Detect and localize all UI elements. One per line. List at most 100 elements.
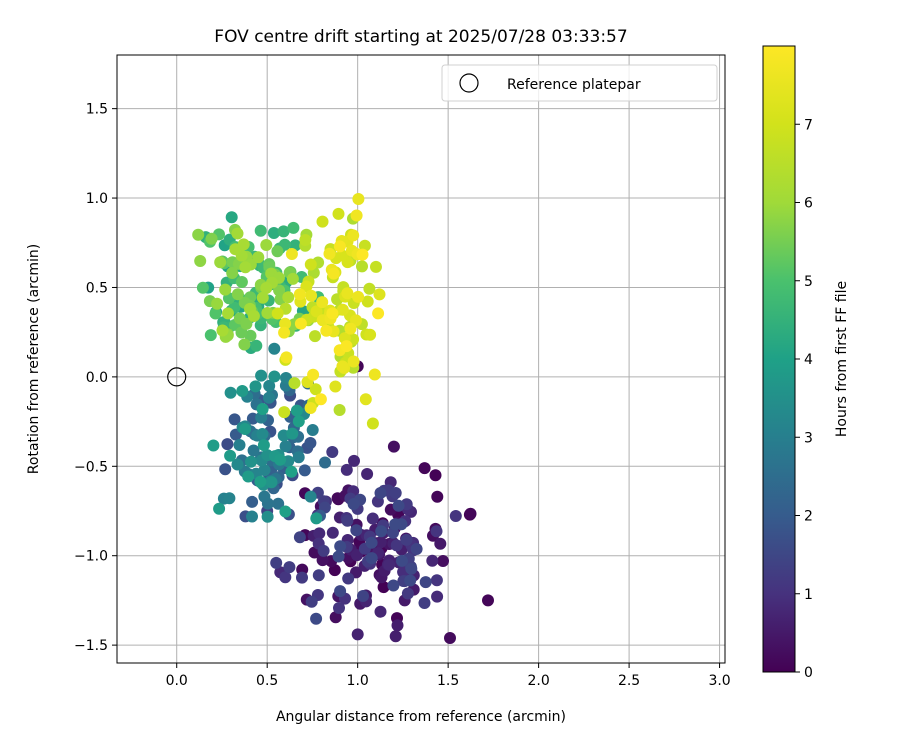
scatter-point (351, 628, 364, 641)
scatter-point (239, 423, 251, 435)
scatter-point (286, 272, 299, 285)
scatter-point (231, 458, 244, 471)
scatter-point (304, 402, 317, 414)
scatter-point (224, 386, 237, 399)
scatter-point (270, 556, 283, 569)
scatter-point (305, 595, 318, 608)
colorbar-tick-label: 7 (804, 117, 813, 133)
scatter-point (223, 492, 236, 505)
scatter-point (374, 605, 387, 618)
scatter-point (286, 427, 299, 440)
scatter-point (258, 490, 271, 503)
scatter-point (278, 406, 291, 419)
scatter-point (258, 464, 271, 477)
scatter-point (250, 339, 263, 352)
colorbar-tick-label: 5 (804, 274, 813, 290)
scatter-point (257, 439, 270, 452)
scatter-point (245, 455, 257, 468)
chart-title: FOV centre drift starting at 2025/07/28 … (214, 27, 627, 47)
scatter-point (356, 260, 368, 273)
scatter-point (372, 307, 385, 320)
scatter-point (405, 562, 418, 575)
scatter-point (344, 322, 357, 335)
scatter-point (235, 276, 248, 288)
scatter-point (292, 451, 305, 464)
scatter-point (389, 518, 402, 531)
scatter-point (192, 228, 205, 241)
colorbar-tick-label: 6 (804, 196, 813, 212)
scatter-points (192, 193, 494, 644)
scatter-point (268, 370, 281, 383)
scatter-point (305, 289, 318, 302)
scatter-point (328, 564, 341, 577)
scatter-point (429, 469, 442, 482)
scatter-point (213, 502, 226, 515)
scatter-point (482, 594, 494, 607)
scatter-point (387, 440, 400, 453)
colorbar-label: Hours from first FF file (834, 281, 850, 437)
colorbar: 0 1 2 3 4 5 6 7 Hours from first FF file (762, 45, 850, 681)
scatter-point (396, 554, 408, 567)
scatter-point (287, 221, 300, 234)
scatter-point (319, 456, 331, 469)
scatter-point (292, 415, 305, 428)
scatter-point (437, 555, 449, 567)
scatter-point (326, 446, 339, 458)
scatter-point (216, 324, 229, 337)
scatter-point (316, 296, 329, 309)
scatter-point (196, 281, 209, 294)
scatter-point (255, 369, 268, 382)
scatter-point (214, 256, 227, 269)
scatter-point (340, 463, 353, 476)
scatter-point (219, 463, 232, 476)
scatter-point (347, 498, 360, 510)
scatter-point (307, 368, 320, 381)
y-axis-label: Rotation from reference (arcmin) (26, 244, 42, 474)
y-tick-label: −0.5 (74, 459, 108, 475)
scatter-point (340, 340, 353, 353)
scatter-point (271, 307, 284, 320)
scatter-point (333, 240, 346, 253)
x-tick-label: 2.5 (618, 673, 640, 689)
scatter-point (256, 403, 269, 415)
scatter-point (314, 393, 327, 406)
scatter-point (236, 385, 249, 397)
scatter-point (361, 295, 374, 308)
scatter-point (261, 307, 274, 319)
scatter-point (304, 437, 317, 449)
scatter-point (332, 207, 345, 220)
scatter-point (400, 533, 413, 546)
x-tick-label: 0.0 (166, 673, 188, 689)
scatter-point (334, 585, 347, 598)
scatter-point (329, 611, 342, 624)
scatter-point (247, 444, 260, 457)
scatter-point (205, 232, 218, 245)
scatter-point (320, 324, 333, 337)
scatter-point (430, 574, 443, 587)
y-tick-label: −1.5 (74, 638, 108, 654)
scatter-point (265, 476, 278, 489)
scatter-point (329, 380, 342, 393)
scatter-point (352, 193, 365, 205)
scatter-point (387, 579, 400, 592)
scatter-point (228, 413, 241, 426)
scatter-point (364, 328, 377, 341)
scatter-point (247, 310, 260, 322)
scatter-point (391, 619, 404, 632)
scatter-point (238, 338, 251, 351)
legend-reference-marker (459, 73, 479, 93)
x-tick-label: 2.0 (527, 673, 549, 689)
scatter-point (348, 454, 360, 467)
legend-label-reference-platepar: Reference platepar (507, 77, 641, 93)
legend: Reference platepar (441, 64, 718, 102)
scatter-point (204, 329, 217, 342)
scatter-point (219, 283, 232, 296)
scatter-point (244, 329, 257, 342)
scatter-point (260, 282, 273, 294)
colorbar-gradient (763, 46, 795, 672)
scatter-point (347, 355, 360, 368)
scatter-point (246, 495, 259, 508)
scatter-point (277, 225, 290, 238)
scatter-point (279, 440, 292, 453)
